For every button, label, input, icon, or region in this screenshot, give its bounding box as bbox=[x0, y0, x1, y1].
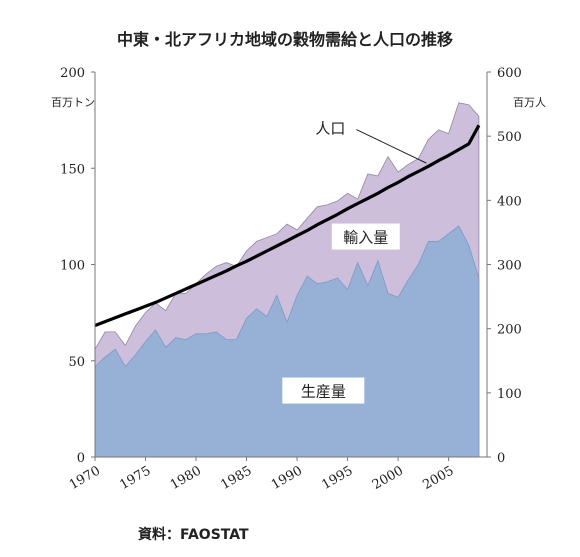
x-tick-label: 1985 bbox=[218, 463, 254, 493]
x-tick-label: 1990 bbox=[269, 463, 305, 493]
right-tick-label: 500 bbox=[497, 130, 522, 145]
left-tick-label: 50 bbox=[68, 355, 85, 370]
x-tick-label: 1970 bbox=[67, 463, 103, 493]
series-label-box bbox=[331, 223, 400, 250]
left-tick-label: 100 bbox=[60, 259, 85, 274]
x-tick-label: 1995 bbox=[319, 463, 355, 493]
x-tick-label: 1980 bbox=[168, 463, 204, 493]
population-line bbox=[94, 124, 481, 327]
chart-title: 中東・北アフリカ地域の穀物需給と人口の推移 bbox=[117, 30, 453, 49]
left-tick-label: 200 bbox=[60, 66, 85, 81]
production-area bbox=[94, 225, 480, 458]
population-label: 人口 bbox=[315, 120, 345, 138]
right-tick-label: 400 bbox=[497, 194, 522, 209]
right-tick-label: 300 bbox=[497, 259, 522, 274]
left-axis-unit: 百万トン bbox=[51, 96, 95, 109]
population-leader-line bbox=[356, 129, 427, 164]
series-label-box bbox=[282, 377, 365, 404]
series-label: 輸入量 bbox=[343, 229, 388, 247]
x-tick-label: 2005 bbox=[420, 463, 456, 493]
left-tick-label: 0 bbox=[77, 451, 85, 466]
right-tick-label: 600 bbox=[497, 66, 522, 81]
x-tick-label: 1975 bbox=[117, 463, 153, 493]
left-tick-label: 150 bbox=[60, 162, 85, 177]
right-tick-label: 0 bbox=[497, 451, 505, 466]
right-tick-label: 200 bbox=[497, 323, 522, 338]
right-axis-unit: 百万人 bbox=[513, 96, 546, 109]
x-tick-label: 2000 bbox=[370, 463, 406, 493]
series-label: 生産量 bbox=[301, 383, 346, 401]
source-note: 資料：FAOSTAT bbox=[138, 527, 249, 543]
right-tick-label: 100 bbox=[497, 387, 522, 402]
